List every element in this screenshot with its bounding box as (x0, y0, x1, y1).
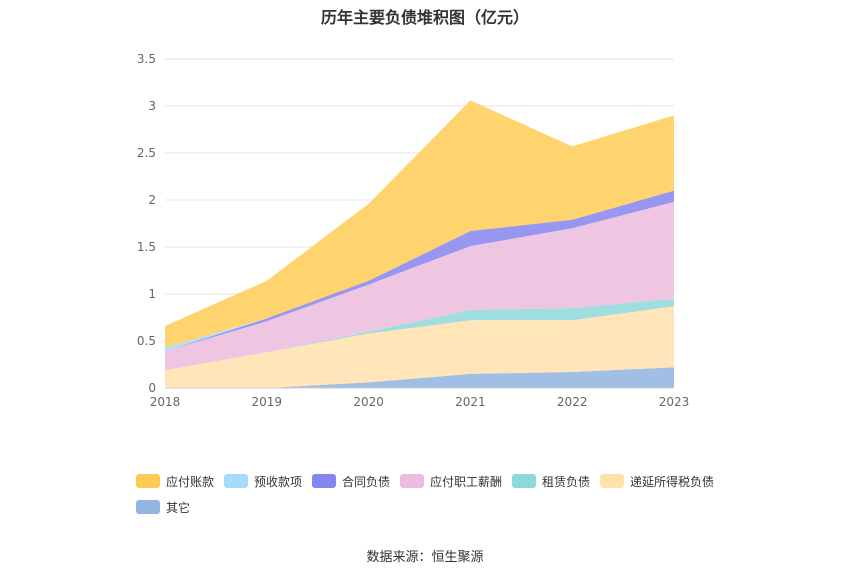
legend-swatch (400, 474, 424, 488)
x-tick-label: 2021 (455, 395, 486, 409)
legend-item[interactable]: 应付账款 (136, 472, 214, 490)
x-tick-label: 2020 (353, 395, 384, 409)
x-tick-label: 2018 (150, 395, 181, 409)
data-source: 数据来源：恒生聚源 (366, 550, 484, 565)
legend-label: 应付职工薪酬 (430, 474, 503, 489)
series-area (165, 298, 674, 371)
legend-item[interactable]: 其它 (136, 498, 190, 516)
series-area (165, 201, 674, 371)
y-tick-label: 0.5 (137, 334, 156, 348)
legend-swatch (512, 474, 536, 488)
legend-label: 应付账款 (166, 474, 215, 489)
legend-item[interactable]: 预收款项 (224, 472, 302, 490)
legend-swatch (136, 474, 160, 488)
legend-label: 递延所得税负债 (630, 474, 715, 489)
y-tick-label: 3.5 (137, 52, 156, 66)
series-area (165, 100, 674, 348)
legend-label: 合同负债 (342, 474, 391, 489)
legend-swatch (600, 474, 624, 488)
legend-item[interactable]: 租赁负债 (512, 472, 590, 490)
chart-title: 历年主要负债堆积图（亿元） (320, 8, 529, 27)
series-area (165, 367, 674, 388)
x-tick-label: 2022 (557, 395, 588, 409)
y-tick-label: 3 (148, 99, 156, 113)
y-tick-label: 1 (148, 287, 156, 301)
y-tick-label: 2 (148, 193, 156, 207)
x-tick-label: 2019 (252, 395, 283, 409)
legend-label: 预收款项 (254, 474, 303, 489)
series-area (165, 190, 674, 352)
legend-item[interactable]: 应付职工薪酬 (400, 472, 502, 490)
legend-item[interactable]: 递延所得税负债 (600, 472, 714, 490)
y-tick-label: 2.5 (137, 146, 156, 160)
y-tick-label: 1.5 (137, 240, 156, 254)
area-chart: 0 0.5 1 1.5 2 2.5 3 3.5 2018 2019 2020 2021 2022 2023 (137, 52, 690, 409)
legend-label: 租赁负债 (542, 474, 591, 489)
series-area (165, 306, 674, 388)
legend-swatch (224, 474, 248, 488)
x-tick-label: 2023 (659, 395, 690, 409)
legend-swatch (136, 500, 160, 514)
legend-item[interactable]: 合同负债 (312, 472, 390, 490)
legend-label: 其它 (166, 500, 191, 515)
y-tick-label: 0 (148, 381, 156, 395)
legend-swatch (312, 474, 336, 488)
